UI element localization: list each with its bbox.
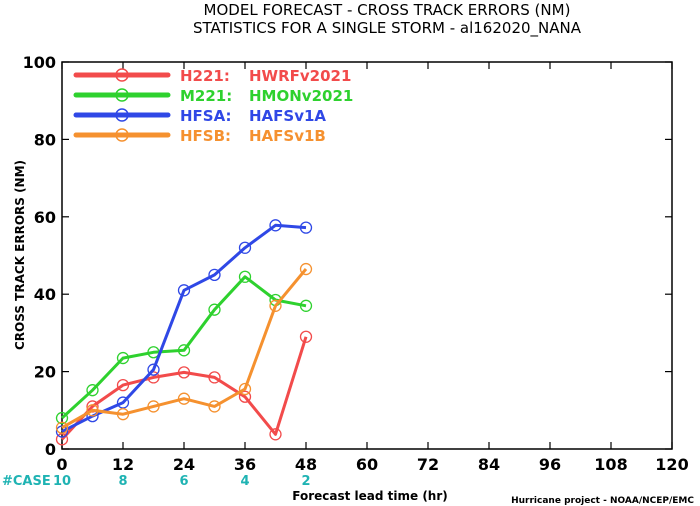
data-point [116, 408, 130, 421]
data-point [299, 262, 313, 276]
x-tick-label: 96 [539, 455, 561, 474]
legend-model-id: HFSA: [180, 107, 232, 125]
data-point [86, 384, 99, 397]
x-tick-label: 24 [173, 455, 195, 474]
y-tick-label: 60 [34, 208, 56, 227]
data-point [208, 400, 221, 413]
x-tick-label: 84 [478, 455, 500, 474]
case-count: 2 [301, 474, 310, 489]
case-count: 10 [53, 474, 71, 489]
data-point [238, 270, 252, 283]
data-point [299, 330, 313, 343]
y-axis-label: CROSS TRACK ERRORS (NM) [13, 160, 27, 350]
legend-model-id: HFSB: [180, 127, 231, 145]
data-point [208, 371, 221, 384]
data-point [177, 284, 191, 297]
y-tick-label: 100 [23, 53, 56, 72]
data-point [116, 378, 130, 392]
credit-text: Hurricane project - NOAA/NCEP/EMC [511, 496, 694, 506]
x-axis: 0 12 24 36 48 60 72 84 96 108 120 [56, 62, 689, 474]
legend-model-id: H221: [180, 67, 230, 85]
x-tick-label: 36 [234, 455, 256, 474]
series-layer [55, 219, 313, 446]
x-tick-label: 48 [295, 455, 317, 474]
x-tick-label: 0 [56, 455, 67, 474]
legend-swatch-marker [115, 88, 129, 102]
series-line-hafsv1b [61, 268, 308, 430]
case-count: 8 [118, 474, 127, 489]
data-point [177, 392, 191, 405]
data-point [177, 344, 191, 357]
data-point [269, 428, 282, 441]
legend-model-name: HAFSv1A [249, 107, 326, 125]
data-point [299, 221, 313, 234]
series-line-hwrfv2021 [60, 336, 308, 441]
plot-frame [61, 61, 673, 450]
case-count: 4 [240, 474, 249, 489]
legend-model-name: HWRFv2021 [249, 67, 351, 85]
data-point [269, 219, 282, 232]
x-tick-label: 60 [356, 455, 378, 474]
legend-model-name: HAFSv1B [249, 127, 326, 145]
x-tick-label: 72 [417, 455, 439, 474]
chart-title: MODEL FORECAST - CROSS TRACK ERRORS (NM) [204, 1, 571, 19]
x-tick-label: 120 [655, 455, 688, 474]
data-point [86, 404, 99, 417]
data-point [238, 241, 252, 254]
y-axis: 0 20 40 60 80 100 [23, 53, 672, 459]
data-point [55, 411, 69, 425]
legend-swatch-marker [115, 68, 129, 82]
data-point [299, 299, 313, 312]
x-axis-label: Forecast lead time (hr) [292, 489, 448, 503]
data-point [238, 382, 252, 396]
y-tick-label: 0 [45, 440, 56, 459]
series-line-hmonv2021 [60, 275, 307, 420]
case-counts: 10 8 6 4 2 [53, 474, 311, 489]
data-point [116, 351, 130, 365]
data-point [238, 390, 252, 403]
case-count: 6 [179, 474, 188, 489]
data-point [269, 299, 282, 312]
case-label: #CASE [2, 474, 51, 489]
data-point [208, 303, 221, 316]
data-point [55, 421, 69, 434]
legend-model-id: M221: [180, 87, 232, 105]
data-point [147, 400, 160, 413]
legend-swatch-marker [115, 108, 129, 122]
y-tick-label: 20 [34, 363, 56, 382]
x-tick-label: 12 [112, 455, 134, 474]
data-point [208, 268, 221, 282]
legend: H221: HWRFv2021 M221: HMONv2021 HFSA: HAFSv1A… [73, 67, 353, 145]
y-tick-label: 80 [34, 130, 56, 149]
y-tick-label: 40 [34, 285, 56, 304]
chart-subtitle: STATISTICS FOR A SINGLE STORM - al162020… [193, 19, 582, 38]
legend-model-name: HMONv2021 [249, 87, 353, 105]
data-point [147, 363, 160, 376]
x-tick-label: 108 [594, 455, 627, 474]
data-point [177, 366, 191, 379]
legend-swatch-marker [115, 128, 129, 142]
